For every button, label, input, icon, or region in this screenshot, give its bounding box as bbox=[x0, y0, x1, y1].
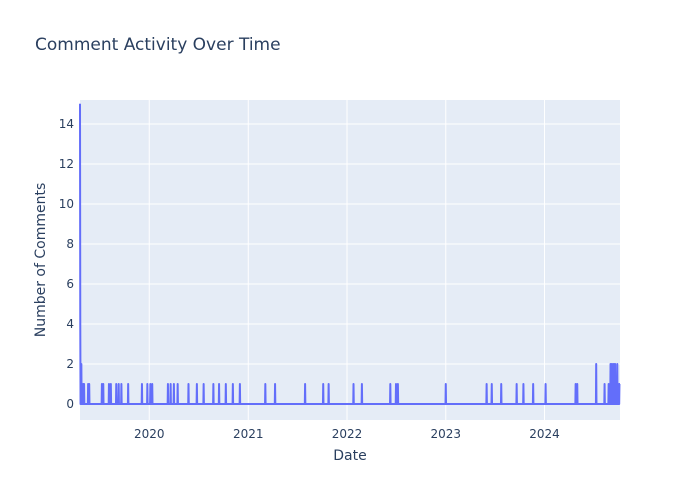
data-point bbox=[613, 363, 615, 365]
y-tick-label: 10 bbox=[59, 197, 74, 211]
data-point bbox=[87, 383, 89, 385]
data-point bbox=[79, 103, 81, 105]
data-point bbox=[500, 383, 502, 385]
grid bbox=[80, 100, 620, 420]
y-tick-label: 8 bbox=[66, 237, 74, 251]
data-point bbox=[608, 383, 610, 385]
data-point bbox=[80, 363, 82, 365]
data-point bbox=[361, 383, 363, 385]
data-point bbox=[445, 383, 447, 385]
x-tick-label: 2020 bbox=[134, 427, 165, 441]
data-point bbox=[225, 383, 227, 385]
data-point bbox=[81, 383, 83, 385]
data-point bbox=[239, 383, 241, 385]
data-point bbox=[79, 323, 81, 325]
series-line bbox=[79, 103, 621, 405]
data-point bbox=[127, 383, 129, 385]
data-point bbox=[187, 383, 190, 385]
data-point bbox=[80, 383, 82, 385]
data-point bbox=[611, 363, 613, 365]
data-point bbox=[352, 383, 355, 385]
data-point bbox=[615, 383, 617, 385]
data-point bbox=[575, 383, 577, 385]
y-tick-label: 4 bbox=[66, 317, 74, 331]
data-point bbox=[617, 383, 619, 385]
data-point bbox=[618, 383, 621, 385]
data-point bbox=[108, 383, 110, 385]
data-point bbox=[389, 383, 391, 385]
y-axis-title: Number of Comments bbox=[33, 183, 49, 338]
data-point bbox=[616, 363, 618, 365]
x-tick-label: 2023 bbox=[430, 427, 461, 441]
chart-title: Comment Activity Over Time bbox=[35, 35, 281, 55]
data-point bbox=[196, 383, 198, 385]
x-tick-label: 2024 bbox=[529, 427, 560, 441]
data-point bbox=[486, 383, 488, 385]
data-point bbox=[146, 383, 148, 385]
data-point bbox=[595, 363, 597, 365]
data-point bbox=[328, 383, 330, 385]
data-point bbox=[274, 383, 276, 385]
y-tick-label: 6 bbox=[66, 277, 74, 291]
data-point bbox=[110, 383, 112, 385]
data-point bbox=[395, 383, 397, 385]
data-point bbox=[151, 383, 153, 385]
y-tick-label: 2 bbox=[66, 357, 74, 371]
data-series bbox=[79, 103, 621, 405]
data-point bbox=[102, 383, 104, 385]
data-point bbox=[304, 383, 306, 385]
data-point bbox=[522, 383, 525, 385]
data-point bbox=[177, 383, 179, 385]
data-point bbox=[118, 383, 120, 385]
x-tick-label: 2022 bbox=[332, 427, 363, 441]
data-point bbox=[264, 383, 266, 385]
data-point bbox=[603, 383, 606, 385]
plot-area bbox=[80, 100, 620, 420]
data-point bbox=[232, 383, 234, 385]
x-tick-label: 2021 bbox=[233, 427, 264, 441]
data-point bbox=[322, 383, 324, 385]
data-point bbox=[212, 383, 214, 385]
data-point bbox=[141, 383, 143, 385]
y-tick-label: 0 bbox=[66, 397, 74, 411]
data-point bbox=[83, 383, 85, 385]
tick-labels: 0 2 4 6 8 10 12 14 2020 2021 2022 2023 2024 bbox=[59, 117, 560, 441]
data-point bbox=[516, 383, 518, 385]
data-point bbox=[115, 383, 117, 385]
data-point bbox=[120, 383, 122, 385]
data-point bbox=[173, 383, 175, 385]
y-tick-label: 12 bbox=[59, 157, 74, 171]
x-axis-title: Date bbox=[333, 448, 366, 464]
data-point bbox=[614, 363, 616, 365]
data-point bbox=[170, 383, 172, 385]
data-point bbox=[101, 383, 103, 385]
data-point bbox=[545, 383, 547, 385]
data-point bbox=[609, 363, 612, 365]
data-point bbox=[612, 363, 614, 365]
data-point bbox=[576, 383, 578, 385]
data-point bbox=[203, 383, 205, 385]
y-tick-label: 14 bbox=[59, 117, 74, 131]
data-point bbox=[88, 383, 90, 385]
data-point bbox=[532, 383, 534, 385]
data-point bbox=[491, 383, 493, 385]
data-point bbox=[149, 383, 151, 385]
data-point bbox=[218, 383, 220, 385]
data-point bbox=[397, 383, 399, 385]
data-point bbox=[167, 383, 169, 385]
